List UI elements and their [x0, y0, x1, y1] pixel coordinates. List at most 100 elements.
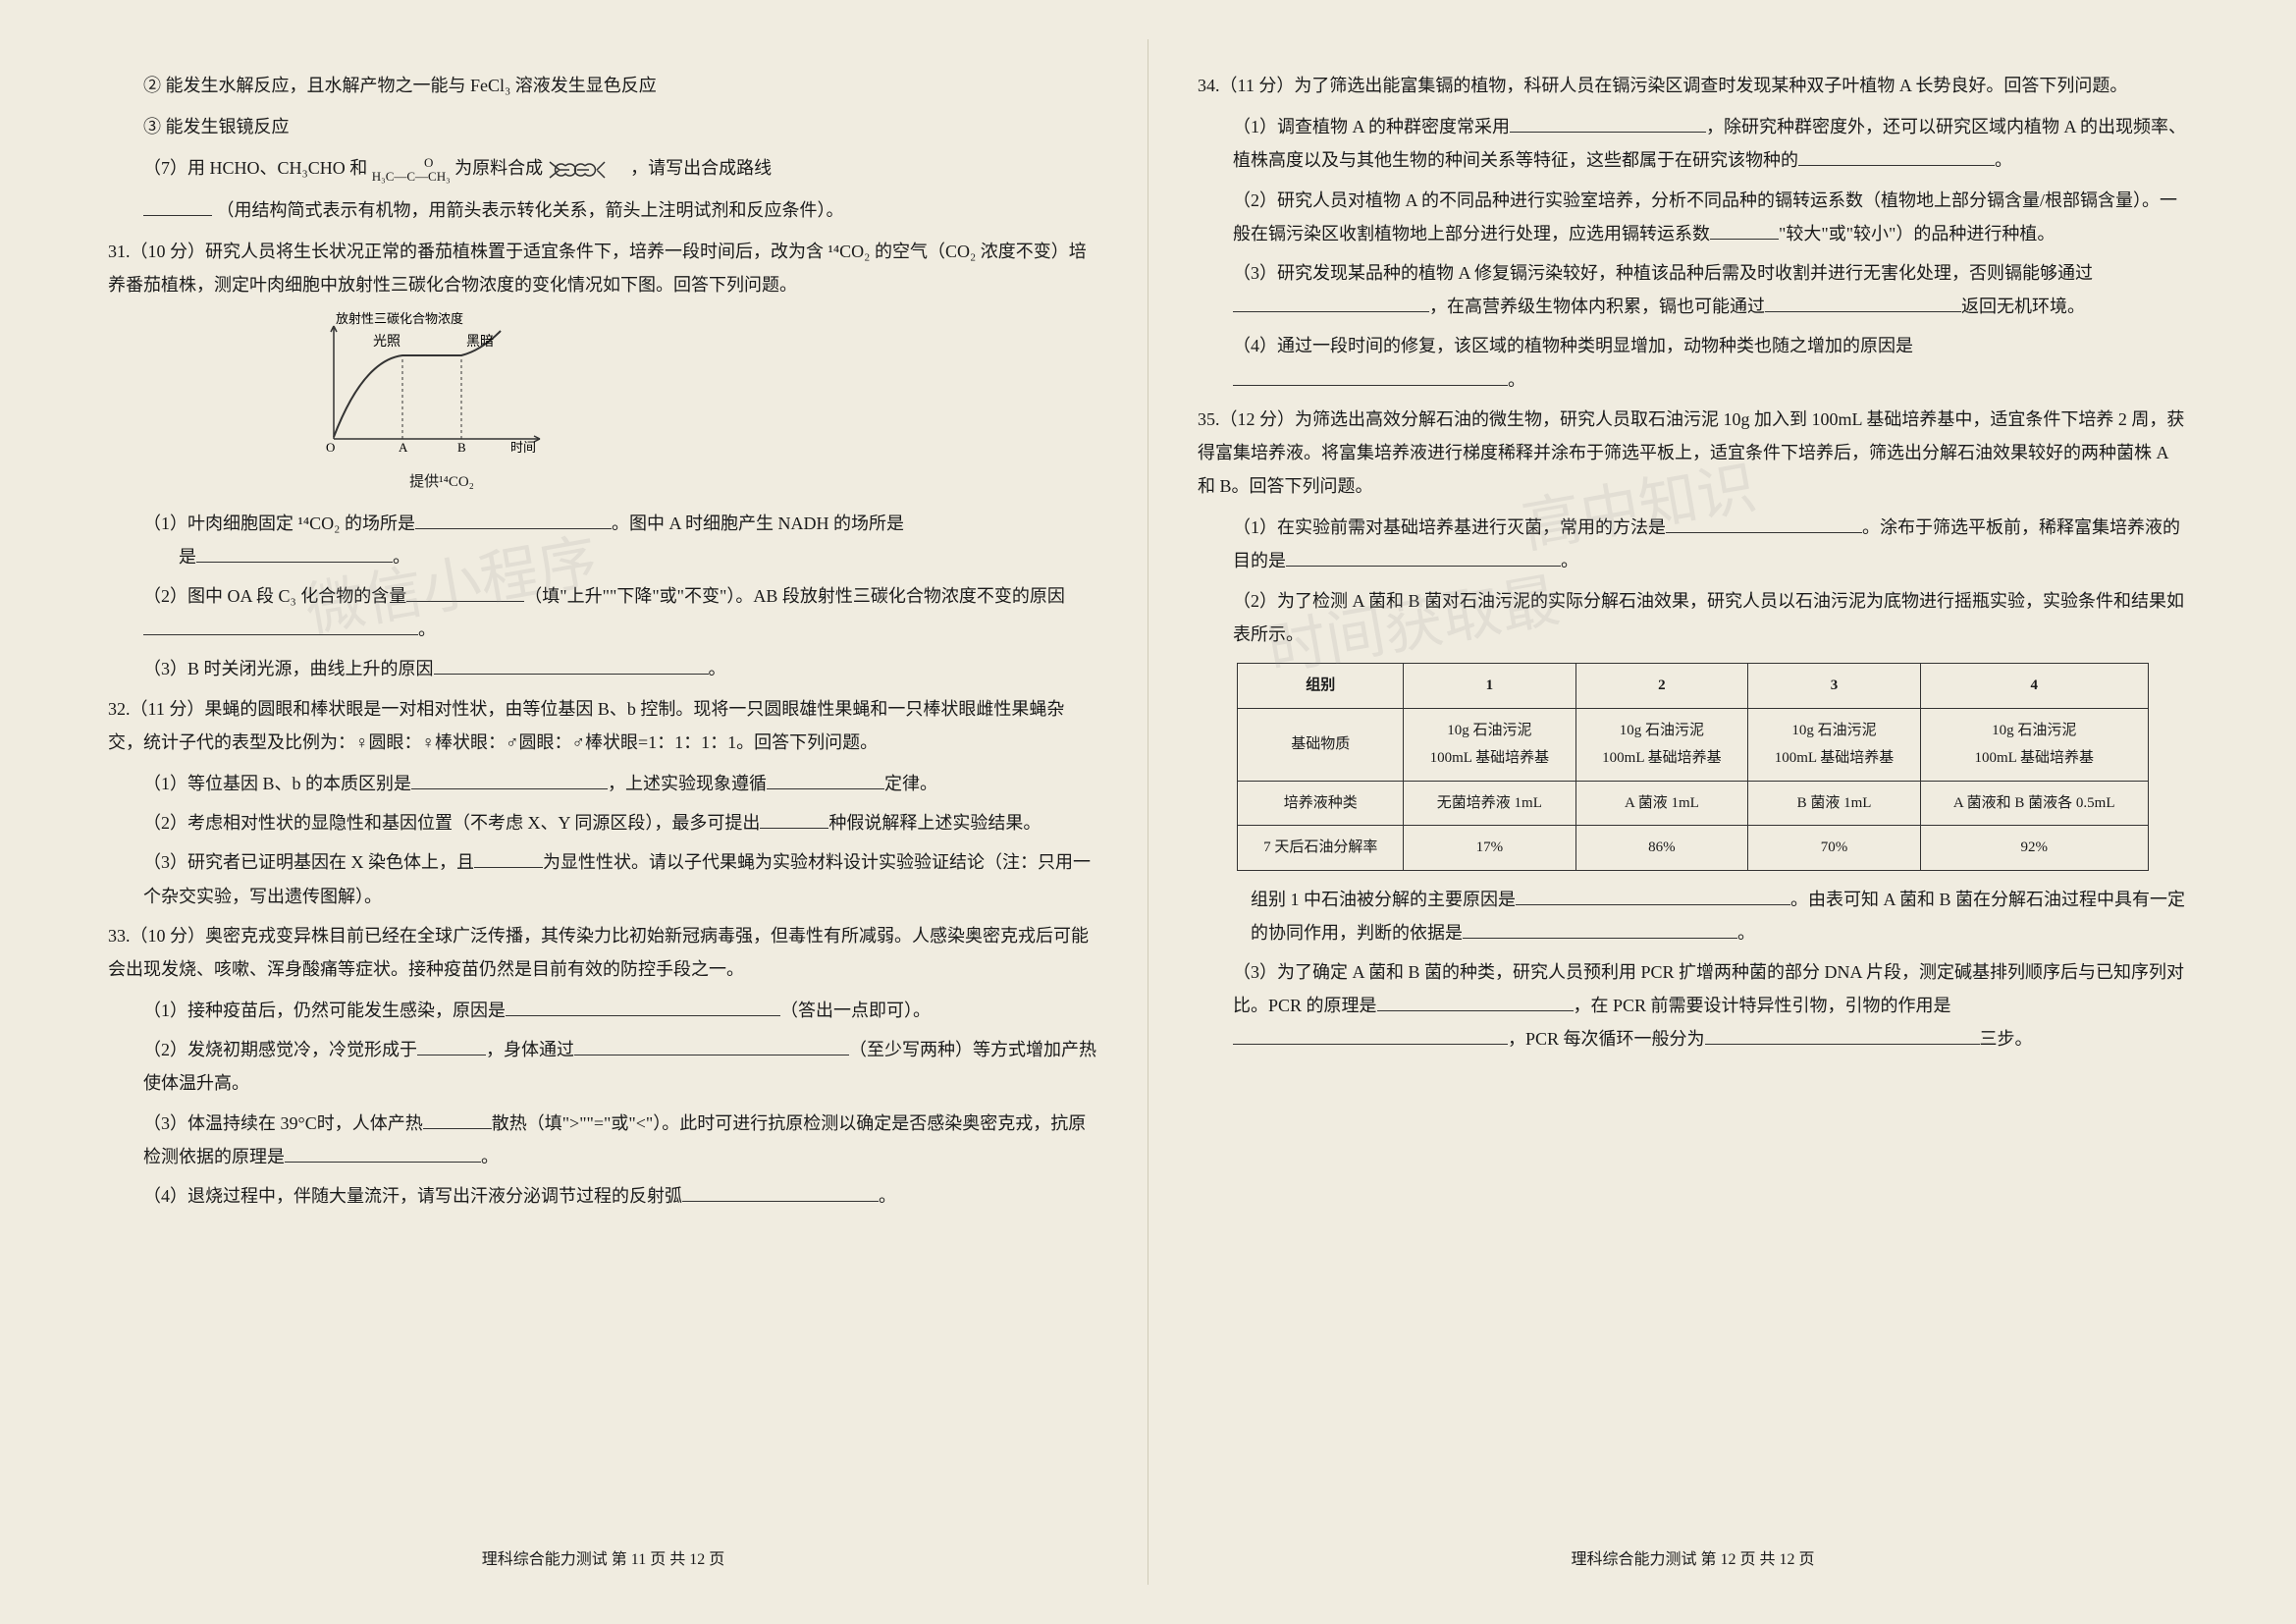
blank — [1233, 295, 1429, 312]
table-row: 基础物质 10g 石油污泥 100mL 基础培养基 10g 石油污泥 100mL… — [1238, 708, 2148, 781]
t: 。 — [879, 1186, 896, 1206]
blank — [285, 1145, 481, 1163]
t: "较大"或"较小"）的品种进行种植。 — [1779, 224, 2055, 244]
blank — [143, 198, 212, 216]
footer-left: 理科综合能力测试 第 11 页 共 12 页 — [59, 1545, 1148, 1575]
table-row: 7 天后石油分解率 17% 86% 70% 92% — [1238, 826, 2148, 871]
td: 17% — [1404, 826, 1576, 871]
q33-head: 33.（10 分）奥密克戎变异株目前已经在全球广泛传播，其传染力比初始新冠病毒强… — [108, 919, 1098, 986]
q34-2: （2）研究人员对植物 A 的不同品种进行实验室培养，分析不同品种的镉转运系数（植… — [1233, 184, 2188, 250]
q30-7d-text: （用结构简式表示有机物，用箭头表示转化关系，箭头上注明试剂和反应条件）。 — [217, 200, 844, 220]
blank — [1286, 549, 1561, 567]
q30-opt3: ③ 能发生银镜反应 — [108, 110, 1098, 143]
blank — [1765, 295, 1961, 312]
t: （3）研究者已证明基因在 X 染色体上，且 — [143, 852, 474, 872]
td: 7 天后石油分解率 — [1238, 826, 1404, 871]
t: 。 — [418, 620, 436, 639]
t: 组别 1 中石油被分解的主要原因是 — [1251, 890, 1516, 909]
graph-caption: 提供¹⁴CO₂ — [304, 468, 579, 497]
th: 1 — [1404, 664, 1576, 709]
td: B 菌液 1mL — [1748, 781, 1921, 826]
t: （1）叶肉细胞固定 ¹⁴CO₂ 的场所是 — [143, 514, 415, 533]
q31-head: 31.（10 分）研究人员将生长状况正常的番茄植株置于适宜条件下，培养一段时间后… — [108, 235, 1098, 301]
concentration-graph: 放射性三碳化合物浓度 光照 黑暗 O A B 时间 — [304, 311, 560, 468]
t: ，身体通过 — [486, 1040, 574, 1059]
blank — [1710, 222, 1779, 240]
footer-right: 理科综合能力测试 第 12 页 共 12 页 — [1148, 1545, 2237, 1575]
blank — [143, 618, 418, 635]
t: 三步。 — [1980, 1029, 2033, 1049]
q31-1: （1）叶肉细胞固定 ¹⁴CO₂ 的场所是 。图中 A 时细胞产生 NADH 的场所… — [143, 507, 1098, 573]
target-molecule-icon — [548, 158, 626, 182]
t: （2）发烧初期感觉冷，冷觉形成于 — [143, 1040, 417, 1059]
q35-2b: 组别 1 中石油被分解的主要原因是。由表可知 A 菌和 B 菌在分解石油过程中具… — [1251, 883, 2188, 949]
q32-1: （1）等位基因 B、b 的本质区别是，上述实验现象遵循定律。 — [143, 767, 1098, 800]
td: 10g 石油污泥 100mL 基础培养基 — [1748, 708, 1921, 781]
blank — [1233, 1027, 1508, 1045]
blank — [1798, 148, 1995, 166]
td: 基础物质 — [1238, 708, 1404, 781]
t: （2）图中 OA 段 C₃ 化合物的含量 — [143, 586, 406, 606]
experiment-table: 组别 1 2 3 4 基础物质 10g 石油污泥 100mL 基础培养基 10g… — [1237, 663, 2148, 871]
td: 86% — [1575, 826, 1748, 871]
q30-7a: （7）用 HCHO、CH₃CHO 和 — [143, 158, 367, 178]
light-label: 光照 — [373, 334, 400, 350]
q30-opt2: ② 能发生水解反应，且水解产物之一能与 FeCl₃ 溶液发生显色反应 — [108, 69, 1098, 102]
struct-top: O — [424, 155, 433, 170]
t: （答出一点即可）。 — [780, 1001, 931, 1020]
t: ，PCR 每次循环一般分为 — [1508, 1029, 1705, 1049]
y-label: 放射性三碳化合物浓度 — [336, 311, 463, 326]
t: 。 — [1737, 923, 1755, 943]
x-label: 时间 — [510, 440, 536, 455]
blank — [423, 1111, 492, 1129]
t: 。 — [709, 659, 726, 678]
ptB: B — [457, 440, 466, 455]
t: （1）接种疫苗后，仍然可能发生感染，原因是 — [143, 1001, 506, 1020]
blank — [417, 1038, 486, 1056]
t: 。 — [1508, 370, 1525, 390]
blank — [411, 772, 608, 789]
q32-head: 32.（11 分）果蝇的圆眼和棒状眼是一对相对性状，由等位基因 B、b 控制。现… — [108, 692, 1098, 759]
th: 组别 — [1238, 664, 1404, 709]
q34-3: （3）研究发现某品种的植物 A 修复镉污染较好，种植该品种后需及时收割并进行无害… — [1233, 256, 2188, 323]
page-right: 高中知识 时间获取最 34.（11 分）为了筛选出能富集镉的植物，科研人员在镉污… — [1148, 39, 2237, 1585]
acetone-struct: O H₃C—C—CH₃ — [372, 156, 451, 185]
blank — [1666, 515, 1862, 533]
td: A 菌液和 B 菌液各 0.5mL — [1920, 781, 2148, 826]
table-row: 培养液种类 无菌培养液 1mL A 菌液 1mL B 菌液 1mL A 菌液和 … — [1238, 781, 2148, 826]
q31-2: （2）图中 OA 段 C₃ 化合物的含量（填"上升""下降"或"不变"）。AB … — [143, 579, 1098, 646]
td: 92% — [1920, 826, 2148, 871]
blank — [415, 512, 612, 529]
page-left: 微信小程序 ② 能发生水解反应，且水解产物之一能与 FeCl₃ 溶液发生显色反应… — [59, 39, 1148, 1585]
blank — [1233, 368, 1508, 386]
blank — [767, 772, 884, 789]
q30-7: （7）用 HCHO、CH₃CHO 和 O H₃C—C—CH₃ 为原料合成 ，请写… — [108, 151, 1098, 185]
t: ，上述实验现象遵循 — [608, 774, 767, 793]
blank — [474, 850, 543, 868]
t: 。 — [393, 547, 410, 567]
blank — [760, 811, 828, 829]
q32-3: （3）研究者已证明基因在 X 染色体上，且为显性性状。请以子代果蝇为实验材料设计… — [143, 845, 1098, 912]
q34-1: （1）调查植物 A 的种群密度常采用，除研究种群密度外，还可以研究区域内植物 A… — [1233, 110, 2188, 177]
blank — [406, 584, 524, 602]
t: 。 — [1561, 551, 1578, 570]
th: 4 — [1920, 664, 2148, 709]
t: ，在 PCR 前需要设计特异性引物，引物的作用是 — [1574, 996, 1951, 1015]
t: 返回无机环境。 — [1961, 297, 2085, 316]
t: （3）B 时关闭光源，曲线上升的原因 — [143, 659, 434, 678]
blank — [1705, 1027, 1980, 1045]
t: （1）调查植物 A 的种群密度常采用 — [1233, 117, 1510, 136]
q33-3: （3）体温持续在 39°C时，人体产热散热（填">""="或"<"）。此时可进行… — [143, 1107, 1098, 1173]
td: 培养液种类 — [1238, 781, 1404, 826]
t: （2）考虑相对性状的显隐性和基因位置（不考虑 X、Y 同源区段），最多可提出 — [143, 813, 760, 833]
t: 定律。 — [884, 774, 937, 793]
blank — [1516, 888, 1790, 905]
t: 种假说解释上述实验结果。 — [828, 813, 1041, 833]
td: 70% — [1748, 826, 1921, 871]
q35-3: （3）为了确定 A 菌和 B 菌的种类，研究人员预利用 PCR 扩增两种菌的部分… — [1233, 955, 2188, 1056]
blank — [1377, 994, 1574, 1011]
q35-2a: （2）为了检测 A 菌和 B 菌对石油污泥的实际分解石油效果，研究人员以石油污泥… — [1233, 584, 2188, 651]
th: 3 — [1748, 664, 1921, 709]
dark-label: 黑暗 — [466, 334, 494, 350]
t: 。图中 A 时细胞产生 NADH 的场所是 — [612, 514, 904, 533]
